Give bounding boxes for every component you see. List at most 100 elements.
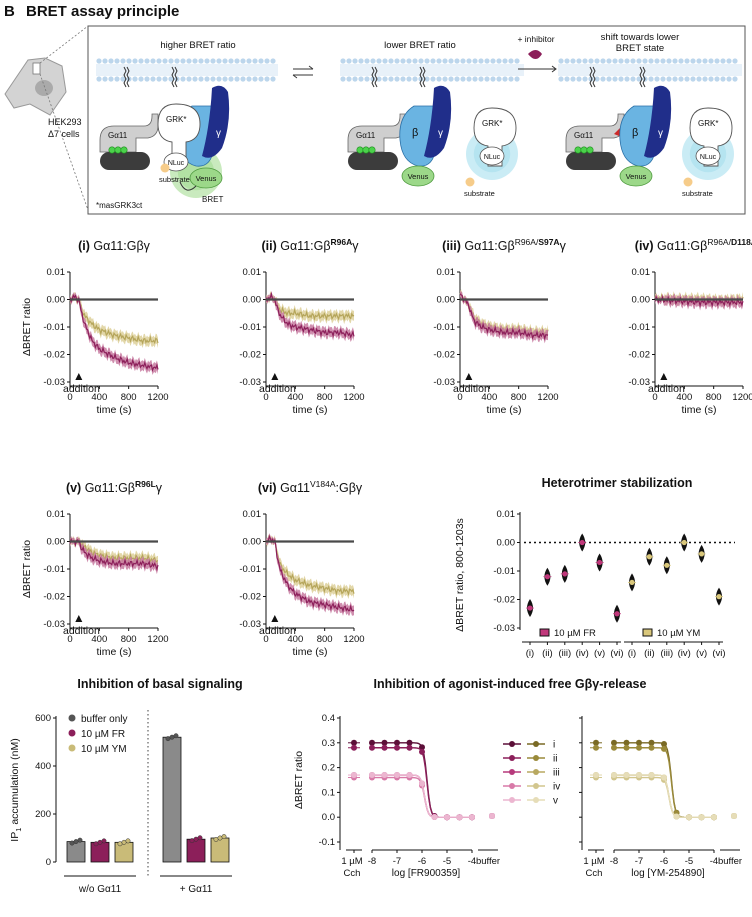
x-tick-label: (ii) — [542, 648, 553, 659]
membrane-head — [636, 76, 642, 82]
venus-label: Venus — [196, 174, 217, 183]
data-point-ii — [394, 744, 400, 751]
data-point-i — [623, 739, 630, 746]
membrane-core — [340, 64, 524, 76]
membrane-head — [168, 58, 174, 64]
membrane-head — [612, 76, 618, 82]
lipid-anchor — [374, 66, 378, 88]
legend-marker-fr — [509, 755, 515, 761]
title-number: (iv) — [635, 239, 657, 253]
membrane-head — [358, 58, 364, 64]
x-tick-label: 400 — [91, 634, 107, 645]
y-axis-label: ΔBRET ratio — [293, 751, 305, 809]
membrane-head — [454, 58, 460, 64]
replicate-point — [217, 835, 223, 841]
membrane-head — [660, 58, 666, 64]
inhibitor-arrow — [518, 65, 557, 73]
membrane-head — [630, 58, 636, 64]
data-point-v — [419, 780, 425, 787]
x-tick-label: 0 — [67, 634, 72, 645]
grk-body — [473, 107, 517, 167]
membrane-head — [690, 76, 696, 82]
membrane-head — [192, 76, 198, 82]
membrane-head — [114, 76, 120, 82]
title-superscript-bold: R96A — [331, 237, 353, 247]
membrane-head — [600, 58, 606, 64]
x-tick-label: 1200 — [343, 392, 364, 403]
membrane-head — [460, 58, 466, 64]
y-tick-label: -0.02 — [239, 592, 261, 603]
y-tick-label: 0.01 — [632, 267, 651, 278]
series-line-10-m-fr — [459, 293, 549, 341]
y-tick-label: -0.02 — [43, 592, 65, 603]
title-main: :Gβγ — [336, 481, 363, 495]
membrane-head — [228, 76, 234, 82]
y-tick-label: -0.02 — [239, 350, 261, 361]
gdp-dot — [586, 146, 594, 154]
x-tick-label: 400 — [287, 392, 303, 403]
title-number: (i) — [78, 239, 93, 253]
x-axis-label: time (s) — [293, 404, 328, 416]
replicate-point — [197, 835, 203, 841]
membrane-head — [430, 58, 436, 64]
buffer-label: buffer — [476, 856, 500, 867]
state-label-low: lower BRET ratio — [384, 40, 456, 51]
legend-marker-ym — [533, 783, 539, 789]
membrane-head — [186, 58, 192, 64]
cch-label-2: Cch — [586, 868, 603, 879]
cch-label-1: 1 µM — [341, 856, 362, 867]
x-tick-label: (iv) — [576, 648, 589, 659]
legend-label: ii — [553, 754, 557, 765]
x-tick-label: -4 — [710, 856, 718, 867]
membrane-head — [108, 76, 114, 82]
membrane-head — [720, 58, 726, 64]
membrane-head — [376, 58, 382, 64]
membrane-head — [394, 58, 400, 64]
membrane-head — [430, 76, 436, 82]
venus-tag — [619, 165, 653, 187]
galpha-base — [348, 152, 398, 170]
membrane-head — [150, 58, 156, 64]
membrane-head — [594, 76, 600, 82]
membrane-head — [102, 76, 108, 82]
data-point-ii — [381, 744, 388, 751]
membrane-head — [370, 76, 376, 82]
membrane-head — [678, 58, 684, 64]
membrane-head — [424, 58, 430, 64]
y-tick-label: 0.01 — [497, 509, 516, 520]
y-tick-label: -0.01 — [493, 566, 515, 577]
x-tick-label: (vi) — [610, 648, 623, 659]
y-tick-label: 0.2 — [322, 763, 335, 774]
replicate-point — [77, 837, 83, 843]
x-tick-label: -8 — [368, 856, 376, 867]
data-point-v — [406, 772, 413, 779]
membrane-head — [144, 76, 150, 82]
cch-label-2: Cch — [344, 868, 361, 879]
lipid-anchor — [422, 66, 426, 88]
addition-label: addition — [453, 383, 490, 395]
legend-label: 10 µM YM — [657, 628, 700, 639]
membrane-head — [358, 76, 364, 82]
membrane-head — [672, 58, 678, 64]
venus-label: Venus — [408, 172, 429, 181]
x-axis-label: time (s) — [97, 646, 132, 658]
membrane-head — [192, 58, 198, 64]
y-tick-label: -0.01 — [43, 322, 65, 333]
y-tick-label: 0.3 — [322, 738, 335, 749]
membrane-head — [222, 58, 228, 64]
legend-label: 10 µM FR — [81, 729, 125, 740]
data-point-ii — [648, 744, 655, 751]
data-point-i — [406, 739, 413, 746]
timecourse-title: (v) Gα11:GβR96Lγ — [66, 479, 163, 495]
data-point-i — [419, 744, 425, 751]
membrane-head — [732, 58, 738, 64]
nluc-label: NLuc — [484, 154, 501, 161]
membrane-head — [382, 58, 388, 64]
title-main: Gα11:Gβ — [280, 239, 330, 253]
membrane-head — [436, 58, 442, 64]
ggamma-label: γ — [216, 128, 221, 139]
substrate-dot — [683, 177, 693, 187]
membrane-head — [582, 76, 588, 82]
